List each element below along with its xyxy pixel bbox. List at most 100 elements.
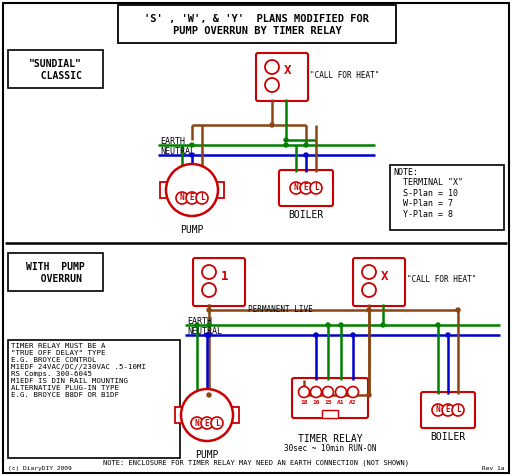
Circle shape (367, 308, 371, 312)
Circle shape (186, 192, 198, 204)
Text: N: N (180, 194, 184, 202)
Circle shape (446, 333, 450, 337)
Circle shape (310, 182, 322, 194)
Circle shape (348, 387, 358, 397)
Text: 18: 18 (300, 400, 308, 405)
Text: TIMER RELAY: TIMER RELAY (297, 434, 362, 444)
FancyBboxPatch shape (3, 3, 509, 473)
Circle shape (166, 164, 218, 216)
Text: (c) DiaryDIY 2009: (c) DiaryDIY 2009 (8, 466, 72, 471)
Circle shape (190, 143, 194, 147)
Text: E: E (445, 406, 451, 415)
FancyBboxPatch shape (390, 165, 504, 230)
Circle shape (201, 417, 213, 429)
Circle shape (298, 387, 309, 397)
Circle shape (442, 404, 454, 416)
FancyBboxPatch shape (353, 258, 405, 306)
Circle shape (339, 323, 343, 327)
Circle shape (181, 389, 233, 441)
Circle shape (202, 265, 216, 279)
Text: NEUTRAL: NEUTRAL (187, 327, 222, 336)
Circle shape (196, 192, 208, 204)
Circle shape (176, 192, 188, 204)
Circle shape (300, 182, 312, 194)
FancyBboxPatch shape (8, 50, 103, 88)
Circle shape (207, 308, 211, 312)
FancyBboxPatch shape (118, 5, 396, 43)
Circle shape (367, 393, 371, 397)
Text: E: E (205, 418, 209, 427)
Text: "SUNDIAL"
  CLASSIC: "SUNDIAL" CLASSIC (29, 59, 81, 80)
FancyBboxPatch shape (322, 410, 338, 418)
FancyBboxPatch shape (421, 392, 475, 428)
FancyBboxPatch shape (160, 182, 167, 198)
FancyBboxPatch shape (193, 258, 245, 306)
Circle shape (351, 333, 355, 337)
Circle shape (362, 265, 376, 279)
Circle shape (432, 404, 444, 416)
FancyBboxPatch shape (8, 253, 103, 291)
Text: NEUTRAL: NEUTRAL (160, 147, 195, 156)
Circle shape (452, 404, 464, 416)
Text: L: L (200, 194, 204, 202)
Circle shape (335, 387, 347, 397)
FancyBboxPatch shape (175, 407, 182, 423)
Circle shape (362, 283, 376, 297)
Text: 1: 1 (221, 269, 229, 282)
Text: NOTE: ENCLOSURE FOR TIMER RELAY MAY NEED AN EARTH CONNECTION (NOT SHOWN): NOTE: ENCLOSURE FOR TIMER RELAY MAY NEED… (103, 460, 409, 466)
Text: X: X (284, 65, 292, 78)
Circle shape (456, 308, 460, 312)
Text: 16: 16 (312, 400, 320, 405)
Circle shape (270, 123, 274, 127)
Text: L: L (314, 184, 318, 192)
Text: EARTH: EARTH (160, 137, 185, 146)
FancyBboxPatch shape (256, 53, 308, 101)
Text: WITH  PUMP
  OVERRUN: WITH PUMP OVERRUN (26, 262, 84, 284)
Circle shape (265, 60, 279, 74)
Text: L: L (456, 406, 460, 415)
Text: 'S' , 'W', & 'Y'  PLANS MODIFIED FOR: 'S' , 'W', & 'Y' PLANS MODIFIED FOR (144, 14, 370, 24)
Circle shape (314, 333, 318, 337)
Text: X: X (381, 269, 389, 282)
Text: Rev 1a: Rev 1a (481, 466, 504, 471)
Circle shape (191, 417, 203, 429)
Text: EARTH: EARTH (187, 317, 212, 326)
Text: N: N (436, 406, 440, 415)
FancyBboxPatch shape (279, 170, 333, 206)
Text: PUMP: PUMP (195, 450, 219, 460)
FancyBboxPatch shape (292, 378, 368, 418)
Circle shape (381, 323, 385, 327)
FancyBboxPatch shape (232, 407, 239, 423)
Text: BOILER: BOILER (431, 432, 465, 442)
Text: L: L (215, 418, 219, 427)
Text: N: N (195, 418, 199, 427)
Circle shape (323, 387, 333, 397)
Text: E: E (189, 194, 195, 202)
Circle shape (304, 153, 308, 157)
Text: 30sec ~ 10min RUN-ON: 30sec ~ 10min RUN-ON (284, 444, 376, 453)
Circle shape (211, 417, 223, 429)
Circle shape (304, 143, 308, 147)
Circle shape (284, 143, 288, 147)
FancyBboxPatch shape (8, 340, 180, 458)
Text: A2: A2 (349, 400, 357, 405)
Circle shape (284, 138, 288, 142)
Circle shape (202, 283, 216, 297)
Text: PERMANENT LIVE: PERMANENT LIVE (248, 305, 312, 314)
FancyBboxPatch shape (217, 182, 224, 198)
Text: A1: A1 (337, 400, 345, 405)
Text: E: E (304, 184, 308, 192)
Circle shape (195, 323, 199, 327)
Text: "CALL FOR HEAT": "CALL FOR HEAT" (407, 276, 476, 285)
Text: 15: 15 (324, 400, 332, 405)
Circle shape (205, 333, 209, 337)
Text: BOILER: BOILER (288, 210, 324, 220)
Text: "CALL FOR HEAT": "CALL FOR HEAT" (310, 70, 379, 79)
Circle shape (326, 323, 330, 327)
Circle shape (190, 153, 194, 157)
Circle shape (436, 323, 440, 327)
Text: PUMP: PUMP (180, 225, 204, 235)
Text: NOTE:
  TERMINAL "X"
  S-Plan = 10
  W-Plan = 7
  Y-Plan = 8: NOTE: TERMINAL "X" S-Plan = 10 W-Plan = … (393, 168, 463, 218)
Circle shape (265, 78, 279, 92)
Circle shape (207, 323, 211, 327)
